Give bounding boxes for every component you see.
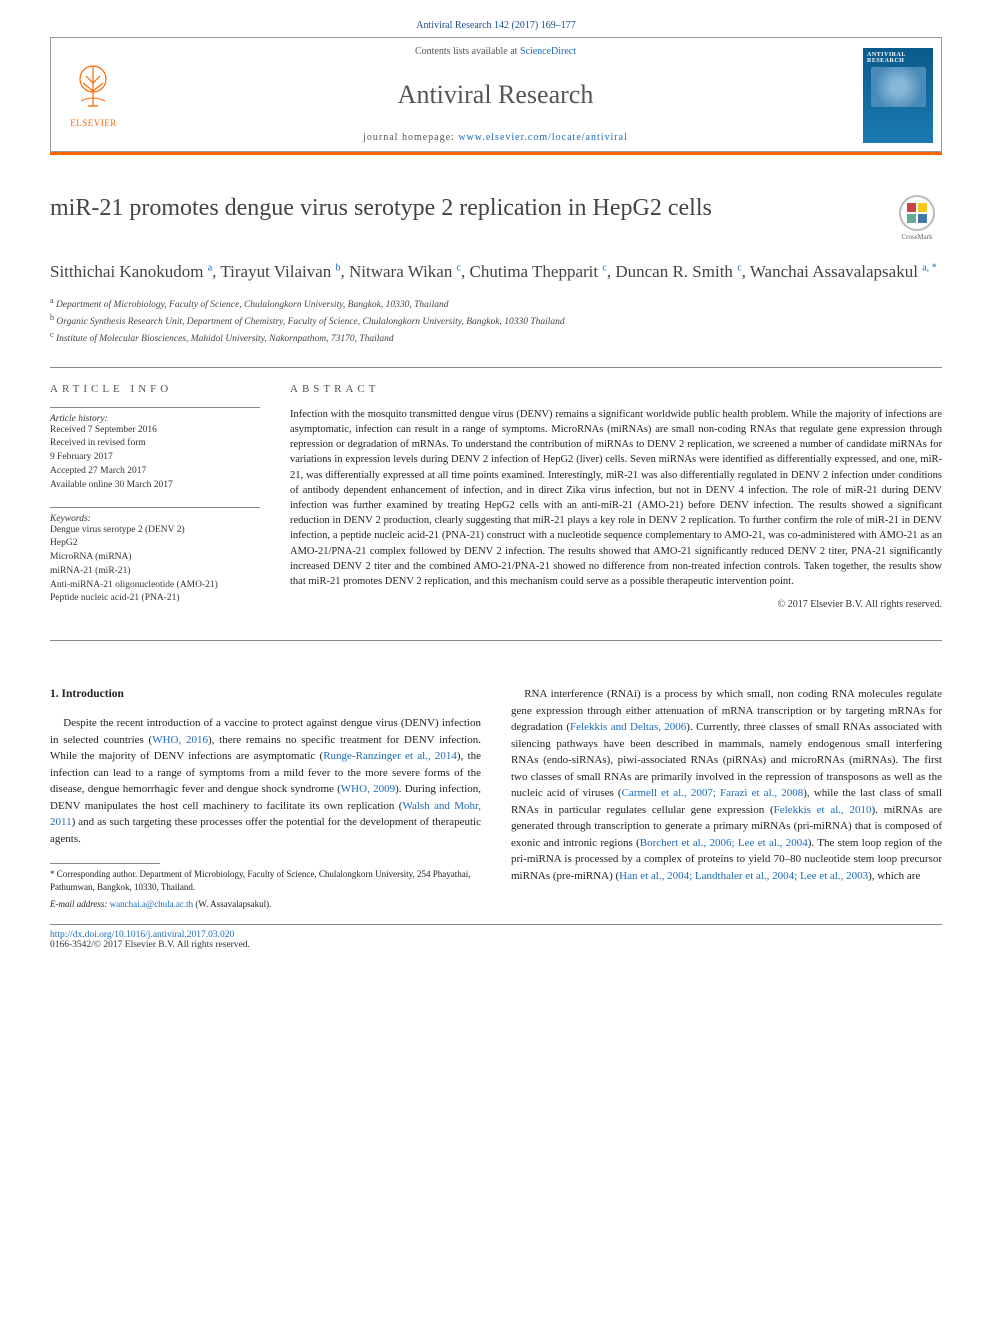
crossmark-icon — [899, 195, 935, 231]
homepage-link[interactable]: www.elsevier.com/locate/antiviral — [458, 132, 628, 143]
doi-link[interactable]: http://dx.doi.org/10.1016/j.antiviral.20… — [50, 930, 234, 940]
journal-cover: ANTIVIRAL RESEARCH — [863, 48, 933, 143]
corresponding-footnote: * Corresponding author. Department of Mi… — [50, 868, 481, 893]
homepage-prefix: journal homepage: — [363, 132, 458, 143]
intro-para-1: Despite the recent introduction of a vac… — [50, 715, 481, 847]
section-heading: 1. Introduction — [50, 686, 481, 703]
journal-header: ELSEVIER Contents lists available at Sci… — [50, 37, 942, 152]
elsevier-logo: ELSEVIER — [51, 38, 136, 151]
affiliations: a Department of Microbiology, Faculty of… — [50, 295, 942, 347]
abstract-column: ABSTRACT Infection with the mosquito tra… — [290, 383, 942, 620]
journal-name: Antiviral Research — [398, 80, 594, 110]
email-label: E-mail address: — [50, 899, 107, 909]
footer-separator — [50, 924, 942, 925]
history-block: Article history: Received 7 September 20… — [50, 407, 260, 493]
email-link[interactable]: wanchai.a@chula.ac.th — [110, 899, 194, 909]
elsevier-tree-icon — [66, 61, 121, 116]
info-abstract-row: ARTICLE INFO Article history: Received 7… — [50, 383, 942, 620]
sciencedirect-link[interactable]: ScienceDirect — [520, 46, 576, 57]
abstract-text: Infection with the mosquito transmitted … — [290, 407, 942, 590]
footer-doi: http://dx.doi.org/10.1016/j.antiviral.20… — [50, 930, 942, 940]
crossmark-label: CrossMark — [901, 233, 932, 241]
keywords-label: Keywords: — [50, 514, 260, 524]
article-info: ARTICLE INFO Article history: Received 7… — [50, 383, 260, 620]
contents-prefix: Contents lists available at — [415, 46, 520, 57]
body-right-column: RNA interference (RNAi) is a process by … — [511, 686, 942, 910]
body-columns: 1. Introduction Despite the recent intro… — [50, 686, 942, 910]
divider-2 — [50, 640, 942, 641]
intro-para-2: RNA interference (RNAi) is a process by … — [511, 686, 942, 884]
article-title: miR-21 promotes dengue virus serotype 2 … — [50, 195, 877, 222]
journal-homepage: journal homepage: www.elsevier.com/locat… — [363, 132, 628, 143]
cover-image — [871, 67, 926, 107]
affiliation-a: a Department of Microbiology, Faculty of… — [50, 295, 942, 312]
abstract-heading: ABSTRACT — [290, 383, 942, 395]
affiliation-c: c Institute of Molecular Biosciences, Ma… — [50, 329, 942, 346]
keywords-text: Dengue virus serotype 2 (DENV 2)HepG2Mic… — [50, 524, 260, 607]
publisher-name: ELSEVIER — [70, 118, 117, 128]
email-footnote: E-mail address: wanchai.a@chula.ac.th (W… — [50, 898, 481, 911]
divider — [50, 367, 942, 368]
abstract-copyright: © 2017 Elsevier B.V. All rights reserved… — [290, 599, 942, 610]
body-left-column: 1. Introduction Despite the recent intro… — [50, 686, 481, 910]
header-center: Contents lists available at ScienceDirec… — [136, 38, 855, 151]
email-name: (W. Assavalapsakul). — [195, 899, 271, 909]
citation-line: Antiviral Research 142 (2017) 169–177 — [50, 20, 942, 31]
crossmark-badge[interactable]: CrossMark — [892, 195, 942, 245]
history-label: Article history: — [50, 414, 260, 424]
footer-copyright: 0166-3542/© 2017 Elsevier B.V. All right… — [50, 940, 942, 950]
affiliation-b: b Organic Synthesis Research Unit, Depar… — [50, 312, 942, 329]
history-text: Received 7 September 2016Received in rev… — [50, 424, 260, 493]
article-info-heading: ARTICLE INFO — [50, 383, 260, 395]
footnote-separator — [50, 863, 160, 864]
authors: Sitthichai Kanokudom a, Tirayut Vilaivan… — [50, 259, 942, 285]
contents-line: Contents lists available at ScienceDirec… — [415, 46, 576, 57]
cover-title: ANTIVIRAL RESEARCH — [867, 52, 929, 64]
title-row: miR-21 promotes dengue virus serotype 2 … — [50, 195, 942, 245]
keywords-block: Keywords: Dengue virus serotype 2 (DENV … — [50, 507, 260, 607]
